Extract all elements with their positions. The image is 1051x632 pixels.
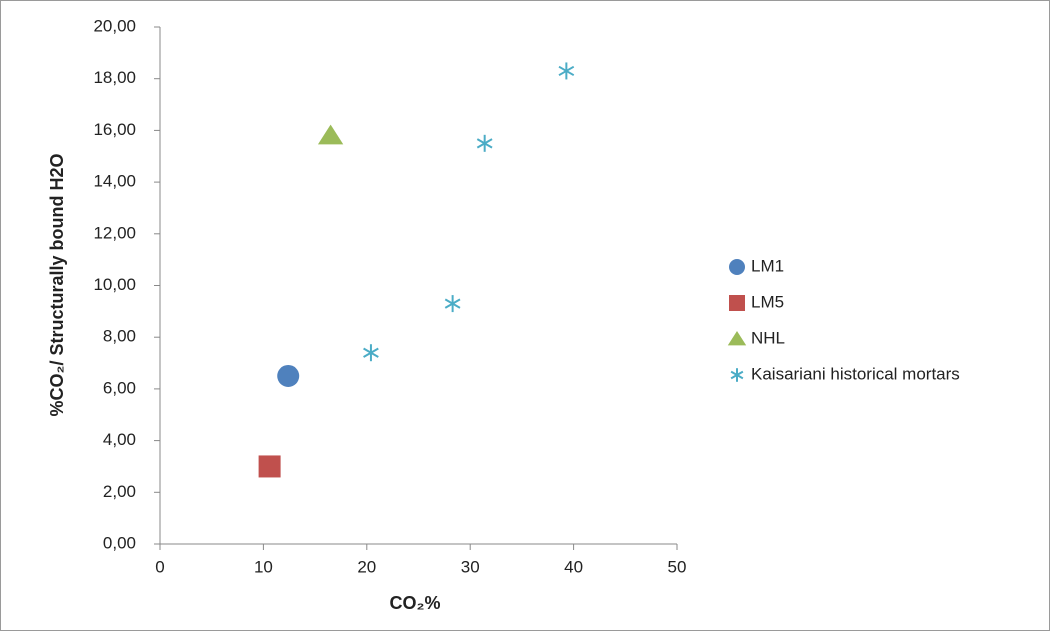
marker-stroke	[444, 298, 461, 309]
x-tick-label: 10	[254, 557, 273, 576]
data-point	[363, 344, 379, 362]
y-tick-label: 4,00	[103, 430, 136, 449]
data-point	[277, 364, 300, 387]
legend-label: Kaisariani historical mortars	[751, 364, 960, 383]
y-tick-label: 2,00	[103, 482, 136, 501]
legend-marker	[730, 368, 744, 382]
marker-stroke	[476, 138, 493, 149]
marker-stroke	[363, 347, 379, 358]
x-tick-label: 50	[668, 557, 687, 576]
y-tick-label: 14,00	[93, 172, 136, 191]
data-point	[317, 124, 344, 145]
legend-marker	[727, 331, 747, 346]
legend-label: LM5	[751, 292, 784, 311]
x-tick-label: 20	[357, 557, 376, 576]
y-tick-label: 0,00	[103, 533, 136, 552]
x-tick-label: 40	[564, 557, 583, 576]
y-tick-label: 20,00	[93, 16, 136, 35]
data-point	[476, 134, 493, 152]
data-point	[258, 455, 281, 478]
y-tick-label: 6,00	[103, 378, 136, 397]
marker-stroke	[558, 65, 575, 77]
marker-stroke	[730, 370, 744, 380]
y-tick-label: 8,00	[103, 327, 136, 346]
x-axis-title: CO₂%	[389, 593, 440, 613]
legend-label: NHL	[751, 328, 785, 347]
y-tick-label: 12,00	[93, 223, 136, 242]
x-tick-label: 30	[461, 557, 480, 576]
data-point	[444, 295, 461, 313]
x-tick-label: 0	[155, 557, 164, 576]
y-tick-label: 18,00	[93, 68, 136, 87]
legend-marker	[729, 295, 745, 311]
y-tick-label: 16,00	[93, 120, 136, 139]
legend-marker	[729, 259, 745, 275]
data-point	[558, 62, 575, 80]
legend-label: LM1	[751, 256, 784, 275]
y-axis-title: %CO₂/ Structurally bound H2O	[47, 153, 67, 416]
y-tick-label: 10,00	[93, 275, 136, 294]
